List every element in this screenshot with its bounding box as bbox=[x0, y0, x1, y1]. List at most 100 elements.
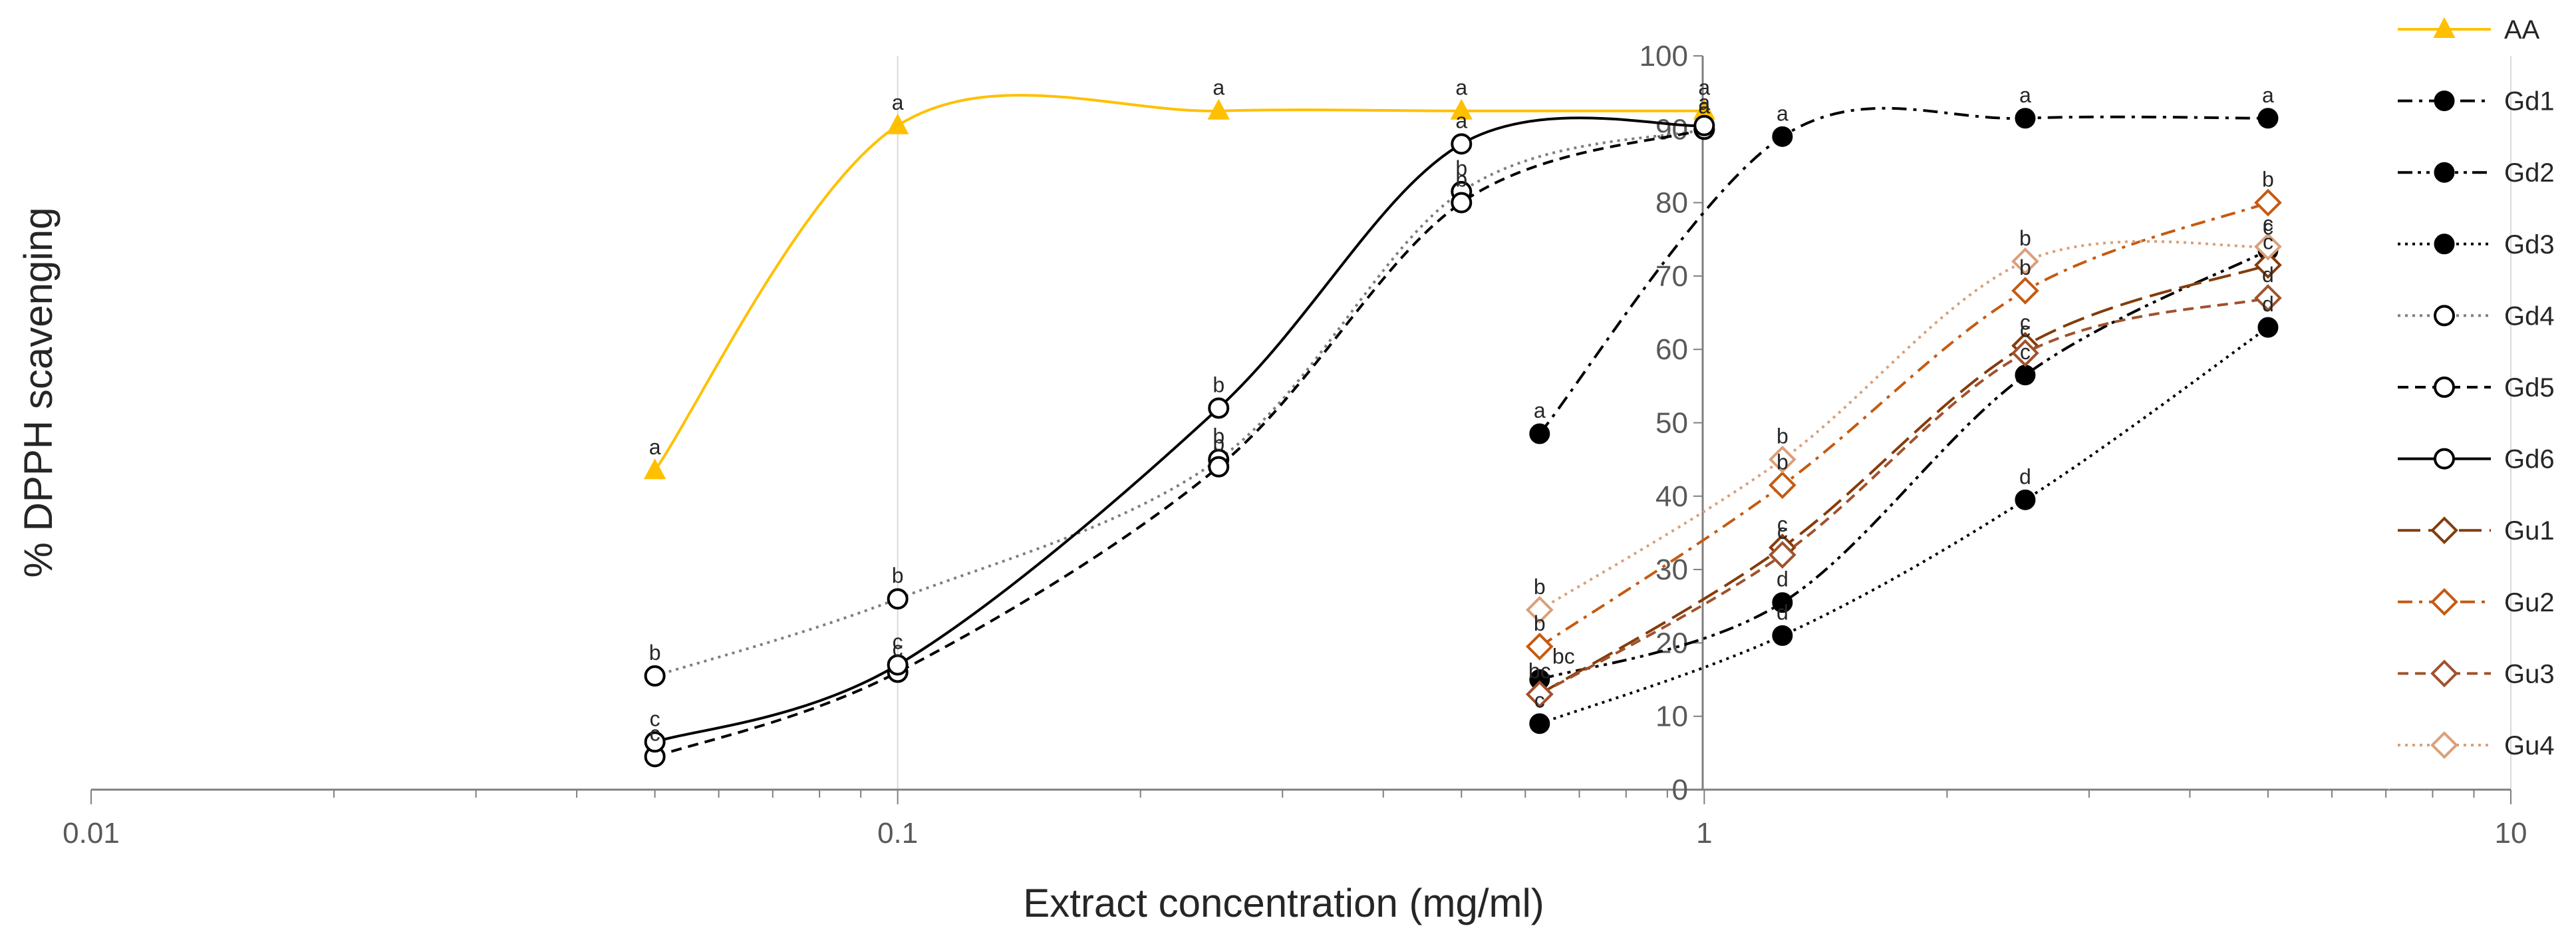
series-line-gd5 bbox=[654, 128, 1705, 758]
data-point-gu3 bbox=[1769, 541, 1796, 569]
legend-item-gd4: Gd4 bbox=[2398, 301, 2555, 331]
legend-label-gu1: Gu1 bbox=[2504, 516, 2555, 546]
data-point-gd3 bbox=[2015, 489, 2036, 510]
series-line-gd4 bbox=[654, 128, 1705, 677]
legend-marker-gu1 bbox=[2430, 516, 2458, 545]
significance-label-gu1: c bbox=[1777, 512, 1788, 536]
y-tick-label: 50 bbox=[1655, 407, 1688, 440]
significance-label-gu3: d bbox=[2262, 263, 2274, 287]
significance-label-gd3: d bbox=[1777, 600, 1789, 624]
data-point-gd5 bbox=[1208, 456, 1230, 478]
x-tick-label: 1 bbox=[1696, 817, 1712, 850]
data-point-gu2 bbox=[1769, 471, 1796, 500]
series-line-gd3 bbox=[1539, 326, 2269, 725]
significance-label-gu3: bc bbox=[1528, 659, 1551, 683]
legend-marker-gu4 bbox=[2430, 731, 2458, 759]
x-tick-label: 10 bbox=[2495, 817, 2527, 850]
significance-label-gu2: b bbox=[1777, 450, 1789, 474]
significance-label-gd4: b bbox=[892, 563, 904, 587]
legend-label-gd6: Gd6 bbox=[2504, 445, 2555, 474]
series-line-gd1 bbox=[1538, 106, 2268, 435]
significance-label-gd4: b bbox=[1213, 424, 1224, 448]
data-point-gu4 bbox=[2011, 247, 2039, 275]
legend-marker-gd1 bbox=[2434, 90, 2455, 112]
data-point-gd1 bbox=[2015, 108, 2036, 129]
data-point-aa bbox=[886, 113, 909, 134]
data-point-gu1 bbox=[2254, 251, 2282, 279]
series-gd2 bbox=[1529, 239, 2279, 691]
legend-label-gu3: Gu3 bbox=[2504, 659, 2555, 689]
series-gu3 bbox=[1525, 284, 2282, 708]
series-line-gu1 bbox=[1538, 263, 2269, 696]
data-point-gd5 bbox=[1451, 192, 1473, 214]
x-tick-label: 0.1 bbox=[877, 817, 918, 850]
significance-label-gd5: b bbox=[1213, 432, 1224, 456]
series-aa bbox=[643, 94, 1716, 480]
significance-label-gd5: c bbox=[893, 637, 903, 661]
legend-label-gd3: Gd3 bbox=[2504, 230, 2555, 259]
data-point-gu2 bbox=[2254, 188, 2282, 217]
significance-label-gu1: c bbox=[2263, 230, 2273, 253]
significance-label-gd5: c bbox=[650, 721, 660, 745]
significance-label-gd2: d bbox=[1777, 567, 1789, 591]
series-gu4 bbox=[1525, 232, 2282, 624]
significance-label-gu1: c bbox=[2020, 311, 2031, 335]
series-gd1 bbox=[1529, 106, 2279, 444]
significance-label-gu3: c bbox=[1777, 520, 1788, 544]
legend-marker-gd5 bbox=[2434, 377, 2455, 398]
legend-marker-gd4 bbox=[2434, 305, 2455, 327]
data-point-gu4 bbox=[1769, 445, 1796, 474]
significance-label-gd2: c bbox=[2020, 340, 2031, 364]
legend-item-gd3: Gd3 bbox=[2398, 230, 2555, 259]
legend-item-aa: AA bbox=[2398, 15, 2540, 45]
significance-label-gd3: c bbox=[1534, 689, 1545, 712]
data-point-gd2 bbox=[1772, 592, 1793, 613]
data-point-gd6 bbox=[1208, 397, 1230, 419]
data-point-gd1 bbox=[1529, 423, 1550, 444]
legend-marker-gd2 bbox=[2434, 162, 2455, 183]
significance-label-aa: a bbox=[1698, 76, 1710, 100]
series-line-gu4 bbox=[1538, 239, 2269, 611]
legend-item-gd2: Gd2 bbox=[2398, 158, 2555, 188]
data-point-gd6 bbox=[1693, 114, 1715, 136]
significance-label-gd1: a bbox=[2262, 83, 2274, 107]
series-gu2 bbox=[1525, 188, 2282, 661]
series-layer bbox=[643, 94, 2282, 768]
significance-label-aa: a bbox=[1455, 76, 1467, 100]
y-tick-label: 30 bbox=[1655, 553, 1688, 586]
data-point-gd1 bbox=[2257, 108, 2279, 129]
data-point-gd3 bbox=[1772, 625, 1793, 646]
y-tick-label: 0 bbox=[1672, 774, 1688, 806]
significance-label-gd4: b bbox=[649, 641, 661, 665]
significance-label-gu4: b bbox=[1534, 575, 1546, 599]
legend-label-gd2: Gd2 bbox=[2504, 158, 2555, 188]
y-tick-label: 20 bbox=[1655, 627, 1688, 659]
significance-label: bc bbox=[1552, 645, 1575, 669]
data-point-aa bbox=[1450, 98, 1473, 120]
data-point-gd3 bbox=[2257, 317, 2279, 338]
legend-item-gd6: Gd6 bbox=[2398, 445, 2555, 474]
data-point-aa bbox=[1207, 98, 1230, 120]
legend-marker-gu3 bbox=[2430, 659, 2458, 688]
significance-label-gu4: c bbox=[2263, 212, 2273, 236]
significance-label-gd2: c bbox=[2263, 215, 2273, 239]
y-tick-label: 10 bbox=[1655, 701, 1688, 733]
series-gu1 bbox=[1525, 251, 2282, 708]
legend-marker-gd3 bbox=[2434, 234, 2455, 255]
significance-label-gd5: a bbox=[1698, 94, 1710, 118]
data-point-gd6 bbox=[644, 731, 666, 753]
significance-label-aa: a bbox=[649, 435, 661, 459]
series-line-gu3 bbox=[1538, 297, 2269, 696]
data-point-gu4 bbox=[1525, 595, 1554, 624]
legend: AA Gd1 Gd2 Gd3 Gd4 Gd5 Gd6 Gu1 Gu2 Gu3 Gu4 bbox=[2388, 0, 2555, 790]
significance-label-gd4: a bbox=[1698, 94, 1710, 118]
y-tick-label: 100 bbox=[1640, 40, 1688, 73]
significance-label-gu2: b bbox=[2262, 168, 2274, 192]
data-point-gu3 bbox=[1525, 680, 1554, 708]
y-axis-title: % DPPH scavenging bbox=[16, 208, 61, 578]
x-tick-label: 0.01 bbox=[63, 817, 120, 850]
y-tick-label: 70 bbox=[1655, 260, 1688, 293]
y-tick-label: 90 bbox=[1655, 113, 1688, 146]
